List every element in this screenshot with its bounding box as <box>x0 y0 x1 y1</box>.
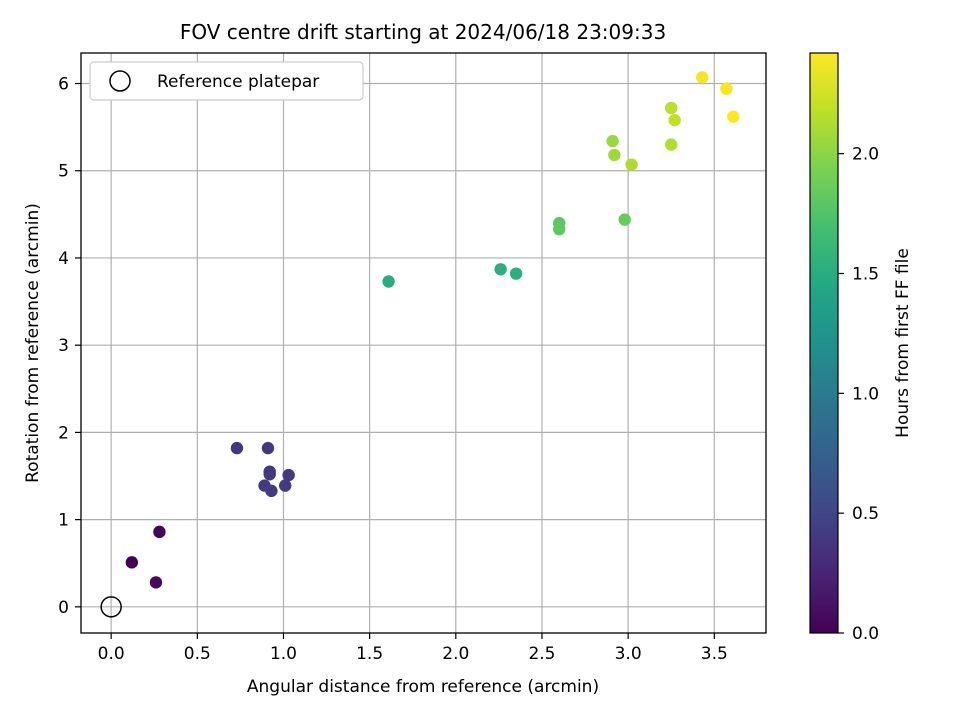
x-axis-label: Angular distance from reference (arcmin) <box>247 677 599 697</box>
y-tick-label: 3 <box>58 336 69 356</box>
colorbar-tick-label: 0.5 <box>852 504 879 524</box>
data-points <box>100 71 740 618</box>
data-point <box>149 576 163 589</box>
plot-frame <box>80 52 767 634</box>
data-point <box>696 71 709 84</box>
x-tick-label: 3.0 <box>615 644 642 664</box>
colorbar-label: Hours from first FF file <box>893 248 913 438</box>
x-tick-label: 3.5 <box>701 644 728 664</box>
data-point <box>608 148 621 162</box>
data-point <box>665 138 678 151</box>
y-tick-label: 1 <box>58 511 69 531</box>
data-point <box>665 101 678 115</box>
colorbar: 0.0 0.5 1.0 1.5 2.0 Hours from first FF file <box>809 52 913 644</box>
data-point <box>494 263 507 276</box>
x-tick-label: 2.0 <box>442 644 469 664</box>
legend-box <box>89 61 364 101</box>
x-tick-label: 1.0 <box>270 644 297 664</box>
data-point <box>153 525 166 539</box>
data-point <box>553 222 566 236</box>
legend-entry-label: Reference platepar <box>157 72 319 92</box>
y-tick-label: 6 <box>58 75 69 95</box>
colorbar-ticks: 0.0 0.5 1.0 1.5 2.0 <box>838 145 879 644</box>
chart-title: FOV centre drift starting at 2024/06/18 … <box>180 20 666 44</box>
colorbar-gradient <box>809 52 839 634</box>
colorbar-tick-label: 0.0 <box>852 624 879 644</box>
legend-reference-marker <box>109 70 131 92</box>
x-tick-label: 1.5 <box>356 644 383 664</box>
y-axis-label: Rotation from reference (arcmin) <box>23 203 43 483</box>
x-tick-label: 0.0 <box>98 644 125 664</box>
colorbar-tick-label: 1.5 <box>852 264 879 284</box>
legend: Reference platepar <box>89 61 364 101</box>
y-tick-label: 5 <box>58 162 69 182</box>
data-point <box>618 213 631 226</box>
data-point <box>263 468 276 481</box>
data-point <box>509 267 523 280</box>
colorbar-tick-label: 1.0 <box>852 384 879 404</box>
data-point <box>125 556 139 569</box>
data-point <box>279 479 292 492</box>
reference-platepar-marker <box>100 596 122 618</box>
data-point <box>727 110 740 123</box>
colorbar-tick-label: 2.0 <box>852 145 879 165</box>
data-point <box>382 275 395 288</box>
y-axis-ticks: 0 1 2 3 4 5 6 <box>58 75 81 618</box>
x-axis-ticks: 0.0 0.5 1.0 1.5 2.0 2.5 3.0 3.5 <box>98 633 728 664</box>
data-point <box>668 113 681 127</box>
data-point <box>230 441 244 455</box>
data-point <box>282 468 295 482</box>
data-point <box>606 134 619 148</box>
data-point <box>625 158 638 171</box>
grid <box>81 53 766 633</box>
data-point <box>261 441 275 455</box>
y-tick-label: 4 <box>58 249 69 269</box>
data-point <box>265 484 278 498</box>
data-point <box>720 82 733 95</box>
x-tick-label: 0.5 <box>184 644 211 664</box>
y-tick-label: 2 <box>58 423 69 443</box>
x-tick-label: 2.5 <box>528 644 555 664</box>
y-tick-label: 0 <box>58 598 69 618</box>
